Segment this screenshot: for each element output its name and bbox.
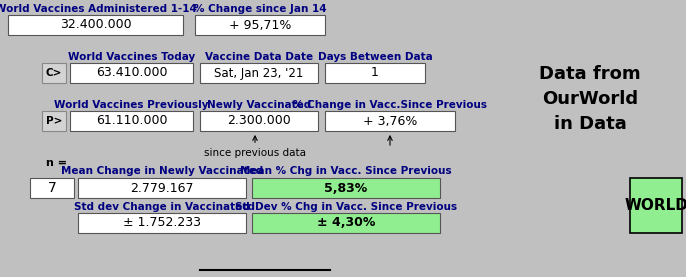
FancyBboxPatch shape [42, 63, 66, 83]
Text: ± 4,30%: ± 4,30% [317, 217, 375, 230]
FancyBboxPatch shape [78, 178, 246, 198]
Text: World Vaccines Previously: World Vaccines Previously [54, 100, 209, 110]
Text: 5,83%: 5,83% [324, 181, 368, 194]
Text: 32.400.000: 32.400.000 [60, 19, 131, 32]
Text: World Vaccines Today: World Vaccines Today [68, 52, 195, 62]
Text: 2.779.167: 2.779.167 [130, 181, 193, 194]
Text: Vaccine Data Date: Vaccine Data Date [205, 52, 313, 62]
Text: since previous data: since previous data [204, 136, 306, 158]
Text: C>: C> [46, 68, 62, 78]
Text: Sat, Jan 23, '21: Sat, Jan 23, '21 [214, 66, 304, 79]
FancyBboxPatch shape [200, 111, 318, 131]
Text: World Vaccines Administered 1-14: World Vaccines Administered 1-14 [0, 4, 196, 14]
Text: % Change since Jan 14: % Change since Jan 14 [193, 4, 327, 14]
FancyBboxPatch shape [630, 178, 682, 233]
Text: 1: 1 [371, 66, 379, 79]
Text: WORLD: WORLD [624, 198, 686, 213]
Text: ± 1.752.233: ± 1.752.233 [123, 217, 201, 230]
FancyBboxPatch shape [30, 178, 74, 198]
Text: Data from
OurWorld
in Data: Data from OurWorld in Data [539, 65, 641, 133]
FancyBboxPatch shape [70, 63, 193, 83]
Text: P>: P> [46, 116, 62, 126]
FancyBboxPatch shape [325, 63, 425, 83]
Text: n =: n = [47, 158, 67, 168]
Text: % Change in Vacc.Since Previous: % Change in Vacc.Since Previous [293, 100, 487, 110]
FancyBboxPatch shape [195, 15, 325, 35]
Text: StdDev % Chg in Vacc. Since Previous: StdDev % Chg in Vacc. Since Previous [235, 202, 457, 212]
Text: Days Between Data: Days Between Data [318, 52, 432, 62]
FancyBboxPatch shape [8, 15, 183, 35]
Text: + 95,71%: + 95,71% [229, 19, 291, 32]
Text: 7: 7 [47, 181, 56, 195]
FancyBboxPatch shape [325, 111, 455, 131]
FancyBboxPatch shape [78, 213, 246, 233]
Text: Newly Vaccinated: Newly Vaccinated [207, 100, 311, 110]
FancyBboxPatch shape [200, 63, 318, 83]
Text: Mean % Chg in Vacc. Since Previous: Mean % Chg in Vacc. Since Previous [240, 166, 452, 176]
Text: 63.410.000: 63.410.000 [96, 66, 167, 79]
FancyBboxPatch shape [42, 111, 66, 131]
Text: Mean Change in Newly Vaccinated: Mean Change in Newly Vaccinated [61, 166, 263, 176]
Text: Std dev Change in Vaccinated: Std dev Change in Vaccinated [74, 202, 250, 212]
FancyBboxPatch shape [252, 178, 440, 198]
Text: 2.300.000: 2.300.000 [227, 114, 291, 127]
FancyBboxPatch shape [252, 213, 440, 233]
Text: 61.110.000: 61.110.000 [96, 114, 167, 127]
FancyBboxPatch shape [70, 111, 193, 131]
Text: + 3,76%: + 3,76% [363, 114, 417, 127]
